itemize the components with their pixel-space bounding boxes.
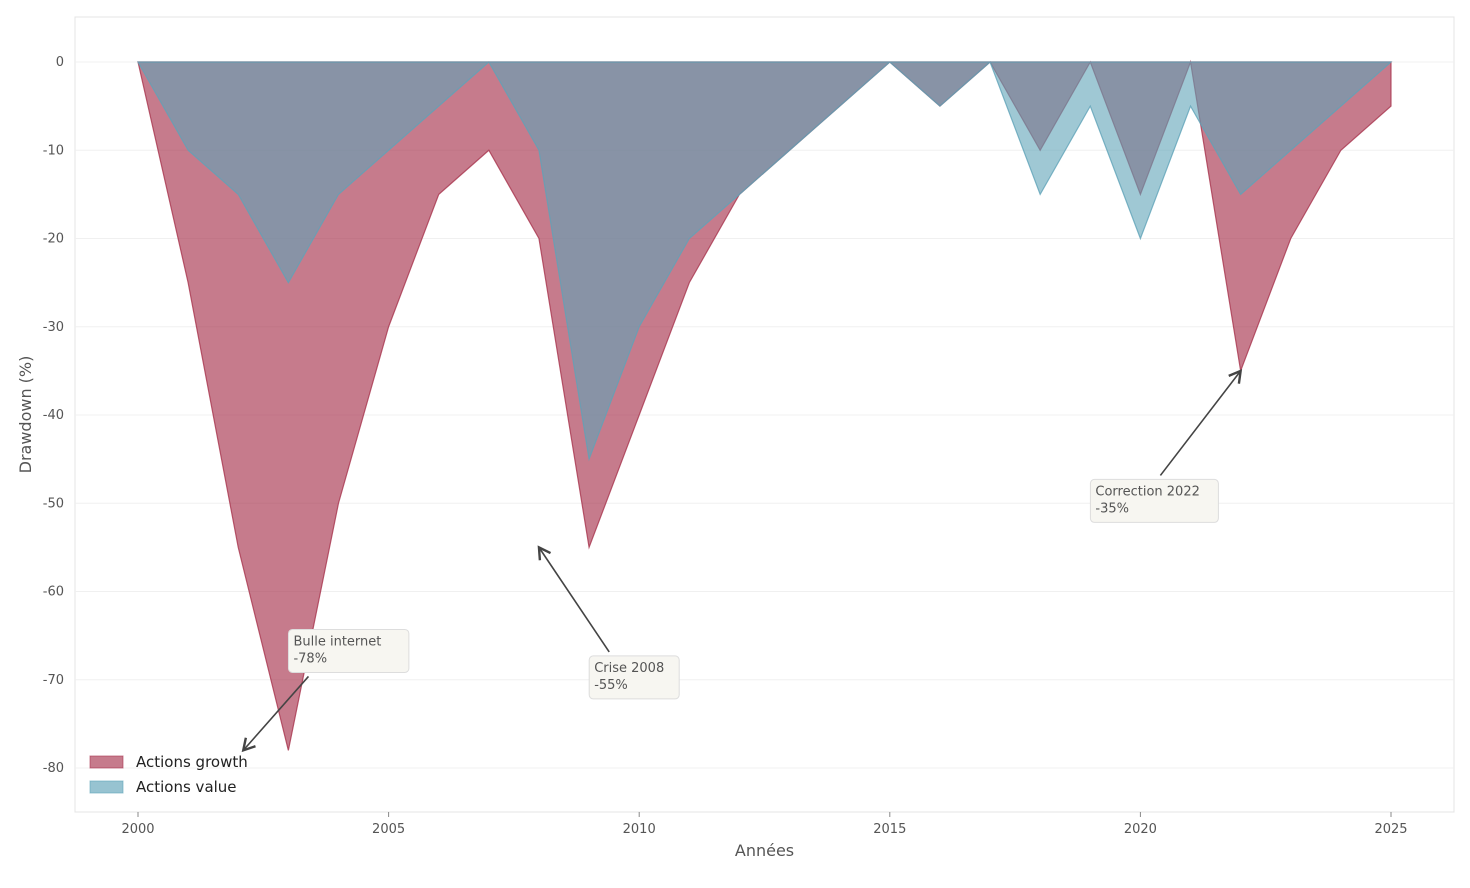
y-tick-label: -10 <box>43 143 64 158</box>
x-axis-label: Années <box>735 841 794 860</box>
annotation: Crise 2008 -55% <box>537 545 680 700</box>
legend-label: Actions value <box>136 778 237 796</box>
legend-swatch <box>89 755 124 769</box>
y-tick-label: -60 <box>43 585 64 600</box>
annotation: Correction 2022 -35% <box>1089 368 1243 523</box>
annotation-text: Crise 2008 <box>594 661 664 676</box>
annotation-box <box>1089 478 1219 523</box>
annotation: Bulle internet -78% <box>241 628 410 753</box>
legend-label: Actions growth <box>136 753 248 771</box>
annotation-arrow <box>241 675 310 753</box>
annotation-text: -55% <box>594 678 628 693</box>
annotation-text: Correction 2022 <box>1095 484 1199 499</box>
y-axis-label: Drawdown (%) <box>16 356 35 474</box>
area-actions-value <box>136 60 1393 462</box>
annotation-box <box>588 655 680 700</box>
legend-swatch <box>89 780 124 794</box>
x-tick-label: 2000 <box>121 822 154 837</box>
annotation-text: -35% <box>1095 501 1129 516</box>
x-tick-label: 2010 <box>623 822 656 837</box>
x-tick-label: 2005 <box>372 822 405 837</box>
y-tick-label: -80 <box>43 761 64 776</box>
annotation-text: -78% <box>293 651 327 666</box>
annotation-text: Bulle internet <box>293 634 381 649</box>
y-tick-label: -40 <box>43 408 64 423</box>
x-tick-label: 2015 <box>873 822 906 837</box>
x-tick-label: 2025 <box>1374 822 1407 837</box>
y-tick-label: -30 <box>43 320 64 335</box>
y-tick-label: -70 <box>43 673 64 688</box>
y-tick-label: 0 <box>56 55 64 70</box>
y-tick-label: -50 <box>43 496 64 511</box>
y-tick-label: -20 <box>43 232 64 247</box>
x-tick-label: 2020 <box>1124 822 1157 837</box>
annotation-arrow <box>537 545 610 653</box>
annotation-arrow <box>1159 368 1243 476</box>
annotation-box <box>287 628 410 673</box>
